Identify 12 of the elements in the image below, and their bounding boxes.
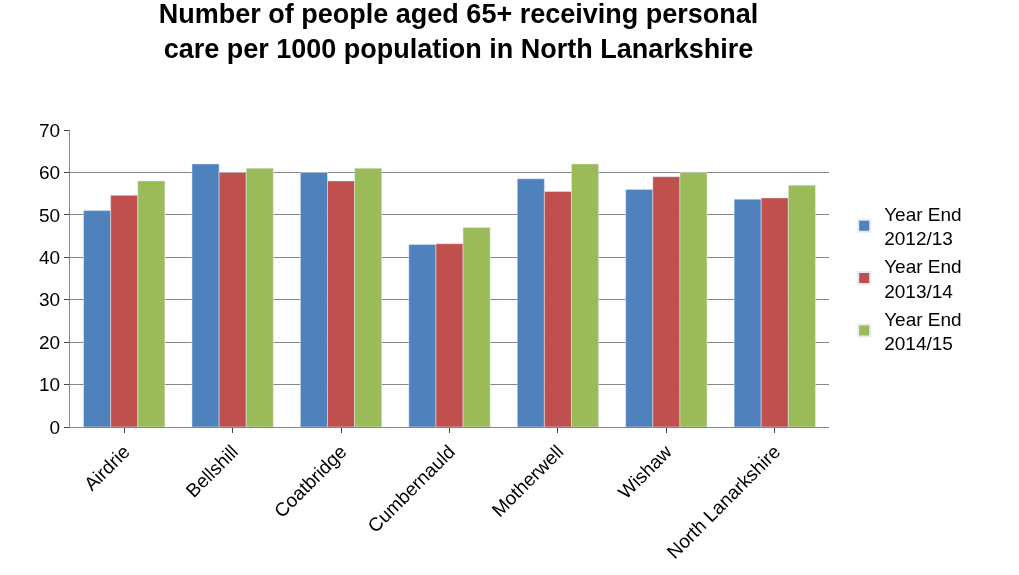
- y-tick-label: 40: [39, 246, 61, 268]
- y-tick-label: 30: [39, 289, 61, 311]
- y-tick-label: 0: [49, 416, 61, 438]
- y-tick-label: 20: [39, 331, 61, 353]
- legend-label: Year End 2013/14: [884, 256, 962, 302]
- legend-label: Year End 2012/13: [884, 203, 962, 250]
- y-tick-label: 60: [39, 162, 61, 184]
- legend-label: Year End 2014/15: [884, 308, 962, 355]
- y-tick-label: 50: [39, 204, 61, 226]
- y-tick-label: 10: [39, 374, 61, 396]
- chart-title: Number of people aged 65+ receiving personal care per 1000 population in North Lanarkshire: [158, 0, 759, 65]
- y-tick-label: 70: [39, 119, 61, 141]
